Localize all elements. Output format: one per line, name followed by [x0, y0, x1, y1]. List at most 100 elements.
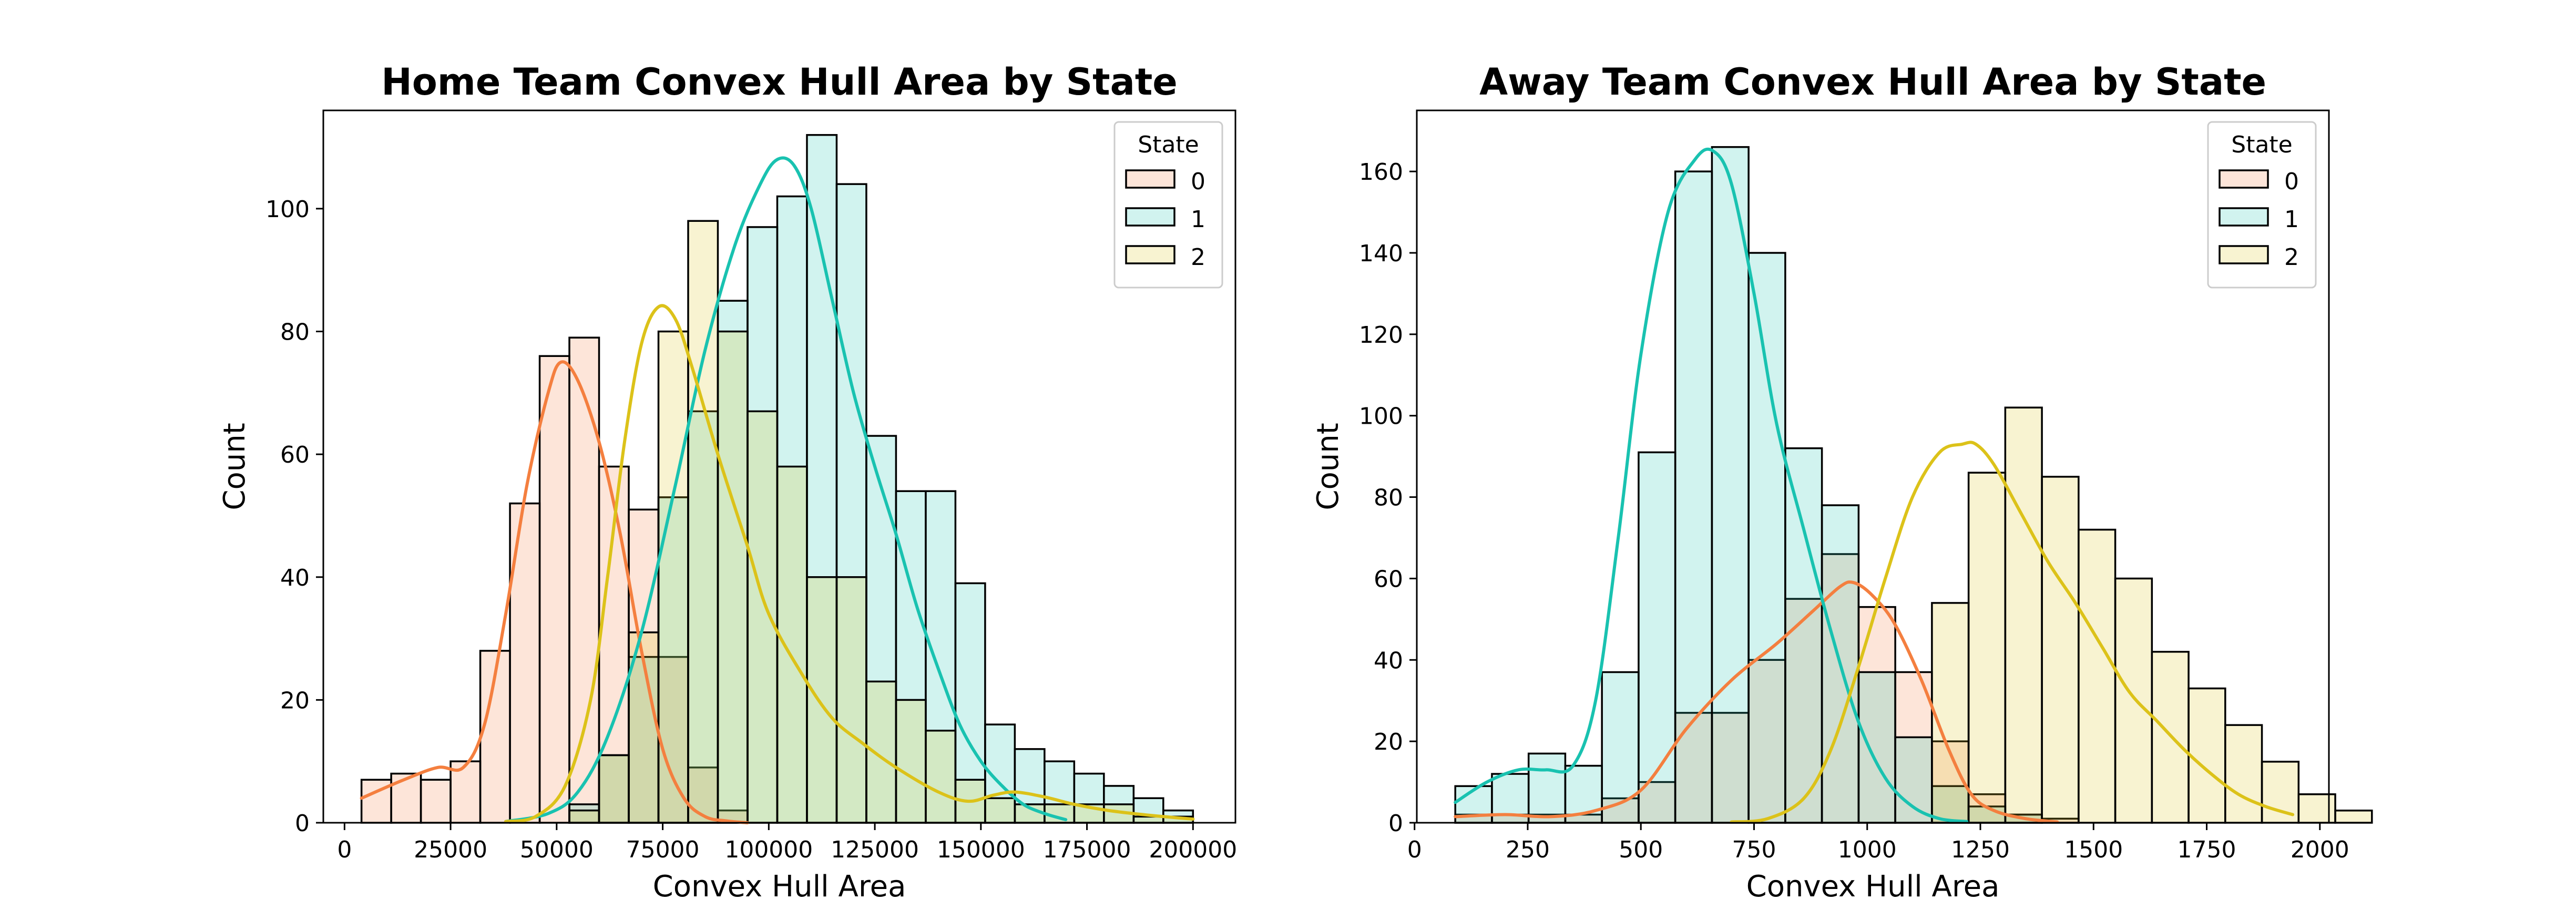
home-x-ticks: 0 25000 50000 75000 100000 125000 150000 175000…	[337, 823, 1237, 863]
away-x-tick-label: 1750	[2178, 836, 2236, 863]
home-bar-state-0	[420, 779, 452, 824]
home-legend-swatch-state-2	[1125, 245, 1175, 264]
home-legend-label-state-2: 2	[1191, 244, 1205, 271]
home-bar-state-2	[568, 809, 600, 824]
away-bar-state-1	[1527, 752, 1567, 824]
home-bar-state-0	[390, 772, 422, 824]
home-bar-state-2	[806, 576, 838, 824]
home-x-tick-label: 25000	[414, 836, 487, 863]
away-bar-state-1	[1674, 170, 1713, 824]
away-bar-state-2	[2187, 687, 2226, 824]
away-y-tick-label: 140	[1359, 240, 1403, 267]
away-bar-state-1	[1784, 447, 1823, 824]
home-chart-title: Home Team Convex Hull Area by State	[381, 60, 1178, 104]
away-bar-state-1	[1601, 671, 1640, 824]
away-y-ticks: 0 20 40 60 80 100 120 140 160	[1359, 159, 1417, 837]
home-y-axis-label: Count	[218, 423, 252, 510]
home-bar-state-1	[628, 656, 660, 824]
home-bar-state-2	[747, 410, 779, 824]
home-x-axis-label: Convex Hull Area	[653, 870, 906, 904]
away-x-tick-label: 1500	[2064, 836, 2123, 863]
home-x-tick-label: 0	[337, 836, 352, 863]
away-bar-state-2	[2334, 810, 2373, 824]
away-bar-state-1	[1894, 736, 1933, 824]
away-x-tick-label: 0	[1407, 836, 1422, 863]
home-y-tick-label: 40	[280, 565, 310, 591]
away-legend: State 0 1 2	[2207, 121, 2317, 289]
home-histogram-panel: 0 25000 50000 75000 100000 125000 150000 175000…	[218, 60, 1237, 904]
away-x-axis-label: Convex Hull Area	[1746, 870, 2000, 904]
away-bar-state-2	[2114, 577, 2153, 824]
away-y-tick-label: 40	[1374, 647, 1403, 674]
home-x-tick-label: 100000	[724, 836, 813, 863]
away-bar-state-2	[1931, 602, 1970, 824]
away-y-tick-label: 120	[1359, 322, 1403, 349]
home-y-tick-label: 60	[280, 442, 310, 468]
home-x-tick-label: 200000	[1149, 836, 1237, 863]
home-kde-line-state-0	[360, 360, 749, 824]
home-x-tick-label: 50000	[520, 836, 594, 863]
home-bar-state-2	[776, 465, 808, 824]
away-kde-lines	[1454, 147, 2295, 824]
away-bar-state-2	[2041, 476, 2080, 824]
home-legend-label-state-0: 0	[1191, 168, 1205, 195]
away-legend-swatch-state-2	[2219, 245, 2269, 264]
away-bar-state-0	[1784, 598, 1823, 824]
away-kde-line-state-2	[1730, 441, 2295, 824]
home-legend-label-state-1: 1	[1191, 206, 1205, 233]
away-y-tick-label: 100	[1359, 403, 1403, 430]
away-bar-state-1	[1857, 671, 1896, 824]
away-x-tick-label: 1000	[1838, 836, 1897, 863]
home-bar-state-2	[598, 754, 630, 824]
away-kde-line-state-1	[1454, 147, 1969, 823]
away-x-tick-label: 1250	[1951, 836, 2010, 863]
home-bar-state-0	[538, 355, 570, 824]
away-legend-label-state-2: 2	[2284, 244, 2299, 271]
away-bar-state-2	[2078, 528, 2117, 824]
away-bar-state-2	[2297, 793, 2336, 824]
home-plot-frame	[322, 109, 1236, 824]
home-kde-line-state-2	[504, 304, 1195, 823]
away-legend-swatch-state-1	[2219, 207, 2269, 227]
away-bar-state-2	[1967, 472, 2007, 824]
home-x-tick-label: 75000	[626, 836, 700, 863]
home-bar-state-2	[895, 699, 927, 824]
away-legend-swatch-state-0	[2219, 169, 2269, 189]
home-x-tick-label: 125000	[831, 836, 919, 863]
home-bar-state-2	[925, 730, 957, 824]
home-legend-swatch-state-0	[1125, 169, 1175, 189]
home-bar-state-0	[687, 766, 719, 824]
away-y-tick-label: 0	[1388, 810, 1403, 837]
home-y-ticks: 0 20 40 60 80 100	[265, 196, 323, 837]
home-y-tick-label: 100	[265, 196, 310, 223]
away-histogram-panel: 0 250 500 750 1000 1250 1500 1750 2000 020406080…	[1311, 60, 2373, 904]
home-legend: State 0 1 2	[1113, 121, 1223, 289]
away-chart-title: Away Team Convex Hull Area by State	[1479, 60, 2266, 104]
away-x-tick-label: 250	[1506, 836, 1550, 863]
away-y-tick-label: 80	[1374, 485, 1403, 512]
away-legend-label-state-0: 0	[2284, 168, 2299, 195]
home-bar-state-0	[568, 336, 600, 824]
home-bar-state-2	[865, 680, 897, 824]
home-y-tick-label: 0	[295, 810, 310, 837]
away-bar-state-2	[2004, 406, 2043, 824]
home-legend-swatch-state-1	[1125, 207, 1175, 227]
home-bar-state-1	[925, 490, 957, 824]
home-bar-state-2	[984, 797, 1016, 824]
home-kde-line-state-1	[504, 156, 1068, 823]
home-bar-state-1	[687, 410, 719, 824]
home-y-tick-label: 80	[280, 319, 310, 346]
home-bar-state-1	[954, 582, 986, 824]
away-y-tick-label: 60	[1374, 566, 1403, 592]
away-bar-state-1	[1747, 252, 1786, 824]
home-bar-state-2	[717, 330, 749, 824]
home-legend-title: State	[1138, 131, 1199, 158]
home-x-tick-label: 150000	[937, 836, 1025, 863]
away-y-axis-label: Count	[1311, 423, 1345, 510]
home-y-tick-label: 20	[280, 687, 310, 714]
away-y-tick-label: 20	[1374, 729, 1403, 755]
away-bar-state-0	[1674, 712, 1713, 824]
home-kde-lines	[360, 156, 1195, 824]
away-bar-state-1	[1711, 146, 1750, 824]
